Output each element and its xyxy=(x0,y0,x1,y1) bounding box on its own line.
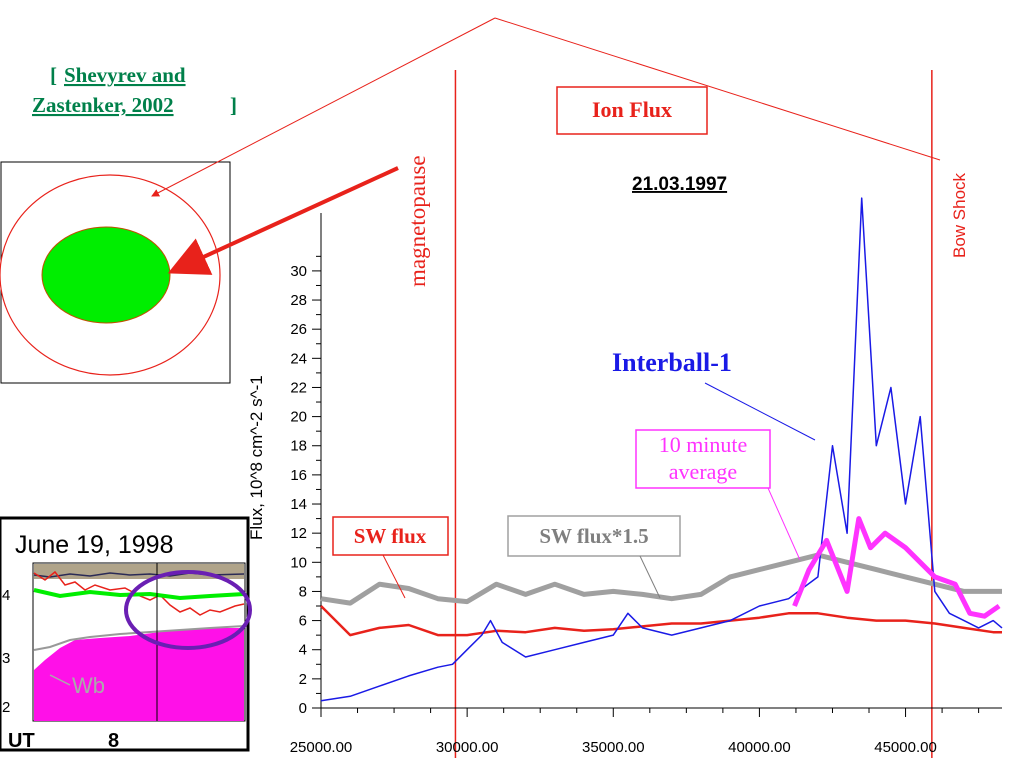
y-tick-label: 26 xyxy=(290,321,307,338)
interball-connector xyxy=(704,382,816,441)
interball-label: Interball-1 xyxy=(612,348,732,377)
inset-red-curve xyxy=(33,570,245,616)
y-tick-label: 2 xyxy=(299,671,307,688)
citation-open: [ xyxy=(50,63,57,87)
sw-flux-scaled-connector xyxy=(639,555,661,599)
y-tick-label: 4 xyxy=(299,642,307,659)
x-tick-label: 30000.00 xyxy=(436,739,499,756)
magnetopause-label: magnetopause xyxy=(405,155,430,287)
series-sw-flux-scaled xyxy=(320,552,1002,606)
bowshock-connector-line xyxy=(494,17,941,161)
citation-link-line2[interactable]: Zastenker, 2002 xyxy=(32,93,174,117)
y-tick-label: 12 xyxy=(290,525,307,542)
x-tick-label: 35000.00 xyxy=(582,739,645,756)
x-tick-label: 40000.00 xyxy=(728,739,791,756)
y-tick-label: 10 xyxy=(290,554,307,571)
average-label-line2: average xyxy=(669,459,737,484)
sw-flux-connector xyxy=(382,554,406,599)
ion-flux-label: Ion Flux xyxy=(592,97,672,122)
series-sw-flux xyxy=(320,605,1002,637)
inset-y-tick-4: 4 xyxy=(2,587,10,604)
y-tick-label: 28 xyxy=(290,292,307,309)
average-label-box xyxy=(635,429,771,489)
citation-link-line1[interactable]: Shevyrev and xyxy=(64,63,186,87)
inset-green-curve xyxy=(33,588,245,601)
magnetopause-pointer-arrow xyxy=(167,166,399,275)
inset-wb-label: Wb xyxy=(72,673,105,698)
series-average xyxy=(792,516,1001,619)
y-tick-label: 0 xyxy=(299,700,307,717)
citation-close: ] xyxy=(230,93,237,117)
y-tick-label: 18 xyxy=(290,438,307,455)
ion-flux-box xyxy=(556,86,708,135)
inset-highlight-circle xyxy=(124,570,252,650)
inset-y-tick-2: 2 xyxy=(2,699,10,716)
bow-shock-label: Bow Shock xyxy=(950,172,969,258)
ellipse-pointer-arrow xyxy=(151,17,496,197)
y-tick-label: 14 xyxy=(290,496,307,513)
x-tick-label: 25000.00 xyxy=(290,739,353,756)
inset-y-tick-3: 3 xyxy=(2,650,10,667)
inset-ut-label: UT xyxy=(8,730,35,752)
inset-wb-area xyxy=(34,628,244,721)
sw-flux-box xyxy=(332,516,449,556)
inset-panel: June 19, 1998 Wb 4 3 2 UT 8 xyxy=(0,516,252,752)
x-tick-label: 45000.00 xyxy=(874,739,937,756)
date-label: 21.03.1997 xyxy=(632,174,727,195)
average-label-line1: 10 minute xyxy=(659,432,748,457)
series-interball xyxy=(320,197,1003,702)
inset-title: June 19, 1998 xyxy=(15,531,173,559)
y-tick-label: 6 xyxy=(299,613,307,630)
y-tick-label: 16 xyxy=(290,467,307,484)
sw-flux-label: SW flux xyxy=(354,524,427,548)
inset-ut-tick: 8 xyxy=(108,730,119,752)
y-tick-label: 22 xyxy=(290,379,307,396)
y-tick-label: 24 xyxy=(290,350,307,367)
magnetosphere-shape xyxy=(41,226,171,324)
average-connector xyxy=(767,487,801,561)
y-axis-title: Flux, 10^8 cm^-2 s^-1 xyxy=(247,375,266,540)
y-tick-label: 20 xyxy=(290,409,307,426)
inset-gray-curve xyxy=(33,625,245,651)
sw-flux-scaled-box xyxy=(507,515,681,557)
y-tick-label: 30 xyxy=(290,263,307,280)
sw-flux-scaled-label: SW flux*1.5 xyxy=(539,524,648,548)
inset-wb-connector xyxy=(49,674,71,686)
y-tick-label: 8 xyxy=(299,583,307,600)
